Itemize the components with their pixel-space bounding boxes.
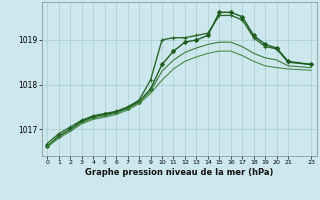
X-axis label: Graphe pression niveau de la mer (hPa): Graphe pression niveau de la mer (hPa) bbox=[85, 168, 273, 177]
